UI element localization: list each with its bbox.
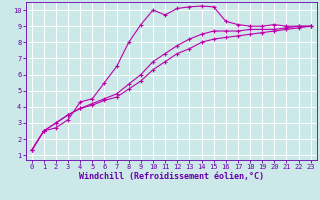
X-axis label: Windchill (Refroidissement éolien,°C): Windchill (Refroidissement éolien,°C) — [79, 172, 264, 181]
